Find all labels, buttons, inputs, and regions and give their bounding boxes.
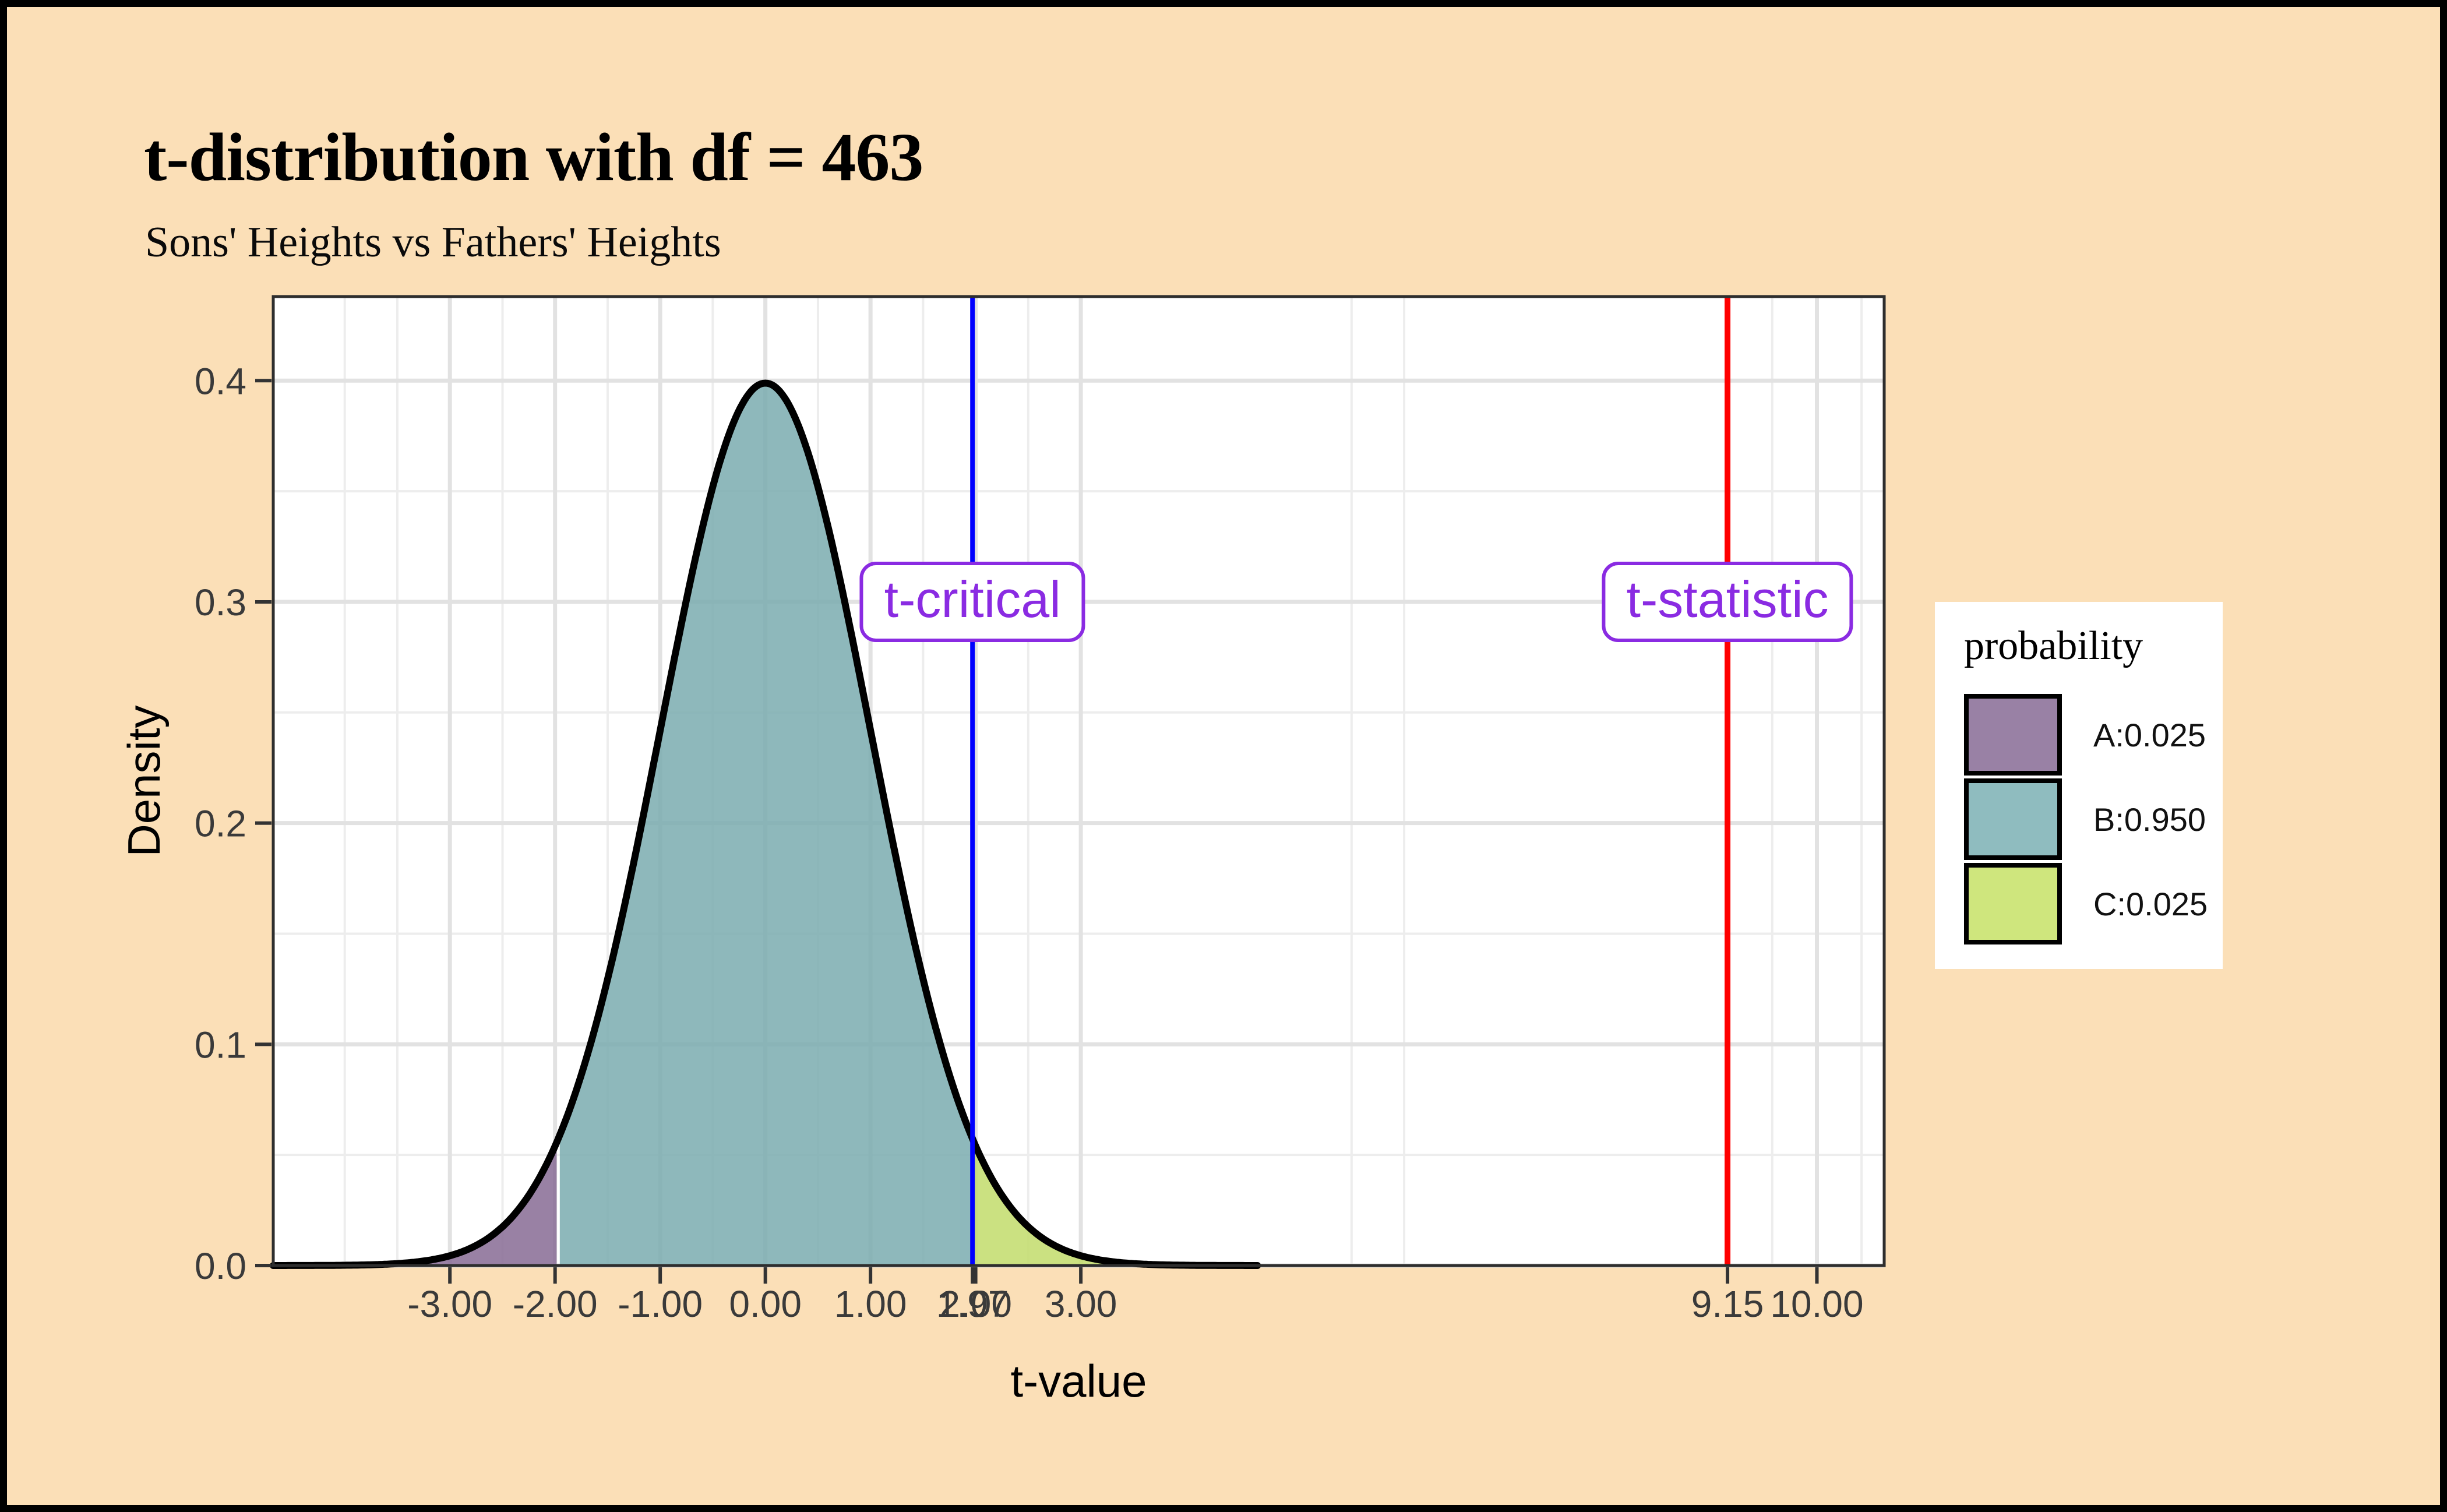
x-tick-label: 1.97 [936,1283,1009,1325]
x-tick-label: 3.00 [1045,1283,1117,1325]
y-tick-label: 0.4 [195,360,246,402]
panel-border [272,295,1886,1267]
legend-swatch-A [1964,694,2062,776]
y-tick-label: 0.1 [195,1024,246,1066]
density-region-B [559,383,971,1266]
y-tick-label: 0.2 [195,803,246,845]
plot-panel [273,297,1884,1266]
legend-label-C: C:0.025 [2093,885,2208,922]
legend-label-A: A:0.025 [2093,716,2206,753]
legend: probability A:0.025 B:0.950 C:0.025 [1935,602,2223,969]
legend-label-B: B:0.950 [2093,801,2206,838]
x-tick-label: -2.00 [513,1283,598,1325]
x-tick-label: 10.00 [1770,1283,1863,1325]
density-region-C [974,1142,1258,1266]
x-axis-title: t-value [1010,1355,1147,1407]
legend-item-A: A:0.025 [1964,694,2223,776]
legend-title: probability [1964,623,2143,668]
y-axis-title: Density [118,705,170,857]
y-tick-label: 0.0 [195,1245,246,1287]
t-statistic-label: t-statistic [1602,561,1853,642]
legend-item-C: C:0.025 [1964,863,2223,944]
x-tick-label: 0.00 [729,1283,802,1325]
x-tick-label: -3.00 [407,1283,492,1325]
legend-swatch-B [1964,778,2062,860]
legend-swatch-C [1964,863,2062,944]
plot-title: t-distribution with df = 463 [144,119,923,195]
legend-item-B: B:0.950 [1964,778,2223,860]
x-tick-label: 9.15 [1691,1283,1764,1325]
t-critical-label: t-critical [859,561,1085,642]
density-region-A [273,1142,557,1266]
y-tick-label: 0.3 [195,581,246,623]
x-tick-label: 1.00 [834,1283,907,1325]
density-curve [270,379,1261,1269]
x-tick-label: -1.00 [618,1283,703,1325]
plot-subtitle: Sons' Heights vs Fathers' Heights [145,218,721,266]
x-tick-label: 2.00 [939,1283,1012,1325]
